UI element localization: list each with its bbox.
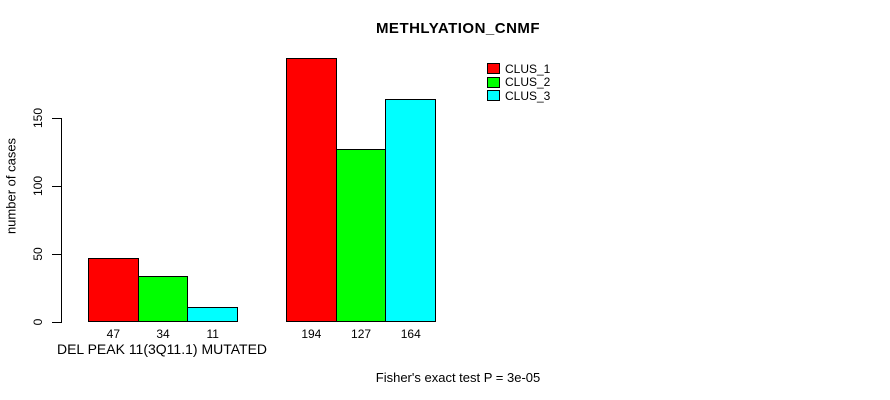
y-axis-line: [61, 118, 62, 323]
y-tick-label: 50: [31, 247, 45, 261]
y-axis-label: number of cases: [3, 137, 19, 235]
bar-value-label: 127: [351, 327, 372, 341]
bar-clus_2-group2: [335, 149, 387, 322]
y-tick-label: 150: [31, 107, 45, 129]
legend-label: CLUS_1: [505, 61, 551, 76]
x-axis-group-label: DEL PEAK 11(3Q11.1) MUTATED: [56, 341, 268, 357]
legend-item-clus_2: CLUS_2: [487, 75, 551, 90]
bar-value-label: 34: [156, 327, 170, 341]
legend-swatch-icon: [487, 63, 500, 75]
bar-clus_1-group1: [88, 258, 139, 322]
legend-label: CLUS_2: [505, 75, 551, 90]
legend-swatch-icon: [487, 76, 500, 88]
y-tick-mark: [52, 254, 61, 255]
y-tick-mark: [52, 186, 61, 187]
bar-value-label: 194: [301, 327, 322, 341]
y-tick-mark: [52, 322, 61, 323]
bar-value-label: 11: [206, 327, 219, 341]
y-tick-label: 0: [31, 318, 45, 326]
bar-value-label: 164: [400, 327, 421, 341]
bar-clus_1-group2: [286, 58, 337, 322]
bar-value-label: 47: [106, 327, 121, 341]
footnote-text: Fisher's exact test P = 3e-05: [375, 370, 541, 385]
bar-clus_3-group1: [187, 307, 239, 322]
bar-clus_2-group1: [137, 276, 189, 322]
legend-item-clus_3: CLUS_3: [487, 89, 550, 103]
bar-clus_3-group2: [385, 99, 437, 322]
legend: CLUS_1 CLUS_2 CLUS_3: [487, 62, 550, 103]
legend-label: CLUS_3: [505, 88, 551, 103]
y-tick-label: 100: [31, 175, 45, 197]
y-tick-mark: [52, 118, 61, 119]
legend-swatch-icon: [487, 90, 500, 102]
chart-title: METHLYATION_CNMF: [375, 20, 541, 37]
legend-item-clus_1: CLUS_1: [487, 62, 550, 76]
